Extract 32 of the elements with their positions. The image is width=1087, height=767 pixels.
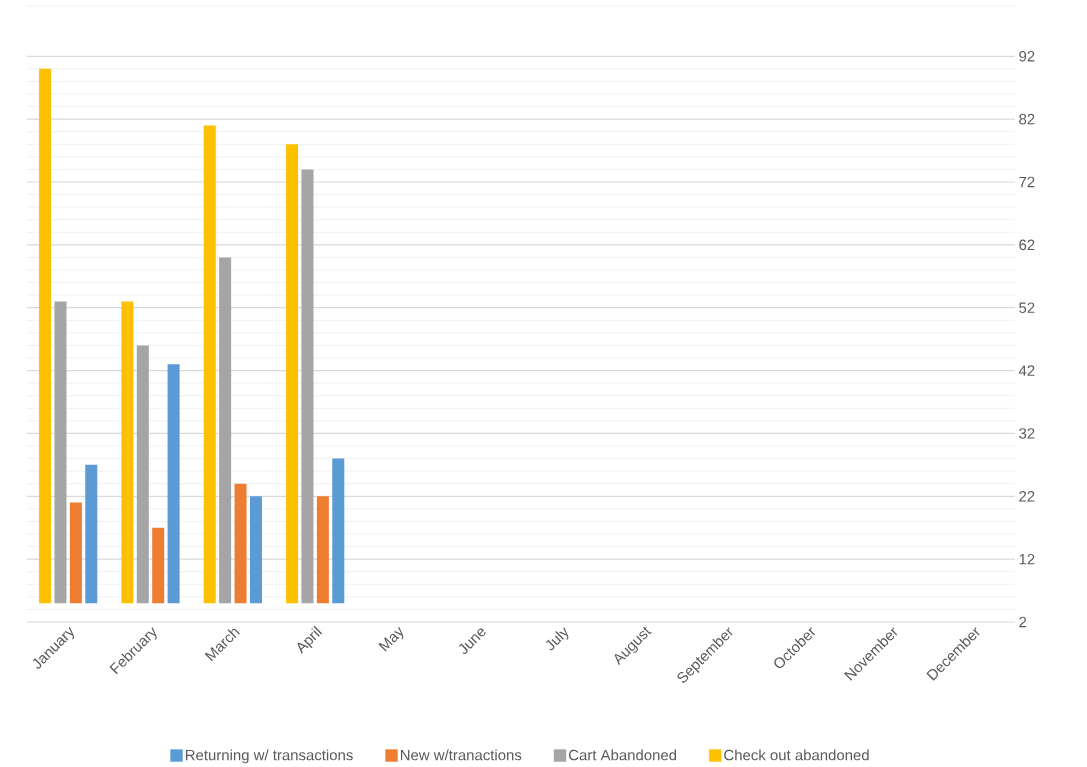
x-tick-label: May — [378, 626, 404, 652]
bar — [301, 169, 314, 604]
y-tick-label: 92 — [1019, 50, 1035, 62]
bar — [332, 458, 345, 604]
x-tick-label: July — [545, 627, 569, 651]
bar — [203, 125, 216, 604]
bar — [152, 527, 165, 604]
legend-label: New w/tranactions — [400, 749, 522, 761]
legend-label: Returning w/ transactions — [185, 749, 353, 764]
bar — [249, 496, 262, 604]
y-tick-label: 2 — [1019, 616, 1027, 628]
legend-label: Check out abandoned — [724, 749, 869, 761]
y-tick-label: 22 — [1019, 491, 1035, 502]
bar — [234, 483, 247, 604]
bar — [69, 502, 82, 604]
y-tick-label: 32 — [1019, 428, 1035, 439]
bar — [219, 257, 232, 604]
y-tick-label: 42 — [1018, 365, 1035, 376]
bar — [39, 68, 52, 604]
legend-label: Cart Abandoned — [568, 749, 677, 761]
bar — [121, 301, 134, 604]
bar — [167, 364, 180, 604]
bar — [136, 345, 149, 604]
y-tick-label: 12 — [1019, 553, 1035, 565]
y-tick-label: 52 — [1019, 302, 1035, 313]
bar — [316, 496, 329, 604]
y-tick-label: 82 — [1019, 113, 1035, 125]
bar — [286, 144, 299, 604]
y-tick-label: 62 — [1019, 239, 1035, 251]
bar — [85, 464, 98, 604]
bar — [54, 301, 67, 604]
y-tick-label: 72 — [1019, 176, 1035, 188]
